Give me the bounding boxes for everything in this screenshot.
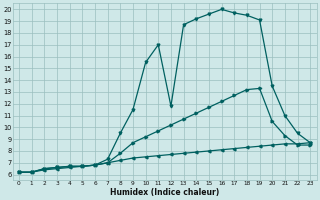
X-axis label: Humidex (Indice chaleur): Humidex (Indice chaleur) xyxy=(110,188,219,197)
